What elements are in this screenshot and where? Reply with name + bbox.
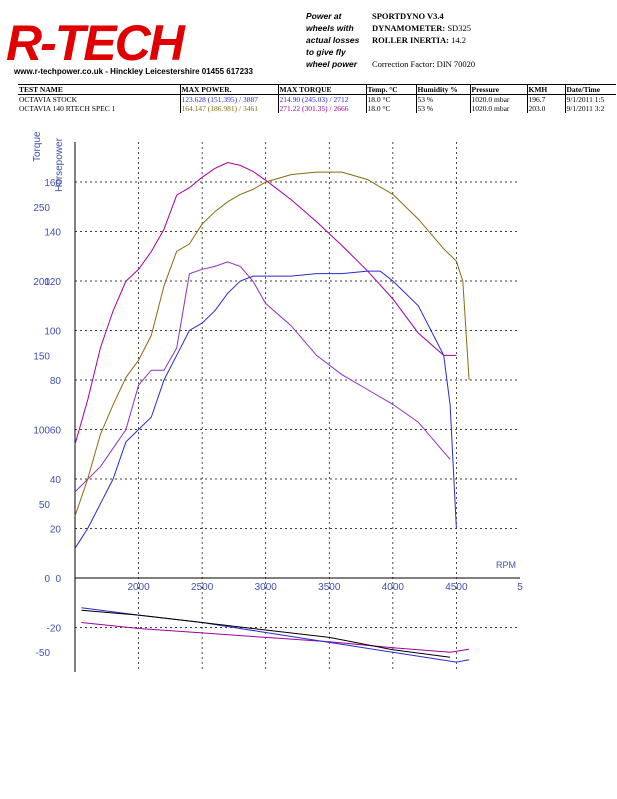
column-header: MAX POWER. — [179, 84, 278, 95]
software-version: SPORTDYNO V3.4 — [372, 11, 444, 21]
hp-tick-label: 120 — [44, 277, 61, 288]
rtech-logo: R-TECH — [6, 15, 185, 71]
x-tick-label: 2500 — [191, 582, 214, 593]
slogan-line: wheel power — [306, 59, 358, 69]
datetime-cell: 9/1/2011 3:2 — [564, 104, 616, 113]
test-name-cell: OCTAVIA STOCK — [19, 95, 78, 104]
loss-curve — [81, 609, 451, 658]
results-table: TEST NAME MAX POWER. MAX TORQUE Temp. °C… — [18, 84, 616, 113]
table-header-row: TEST NAME MAX POWER. MAX TORQUE Temp. °C… — [18, 84, 616, 95]
x-tick-label: 2000 — [127, 582, 150, 593]
hp-tick-label: 0 — [55, 574, 61, 585]
torque-curve — [74, 161, 457, 445]
humidity-cell: 53 % — [415, 94, 470, 104]
max-power-cell: 123.628 (151.395) / 3887 — [179, 94, 278, 104]
inertia-value: 14.2 — [451, 35, 466, 45]
column-header: MAX TORQUE — [277, 84, 366, 95]
kmh-cell: 196.7 — [526, 94, 565, 104]
torque-tick-label: 200 — [33, 277, 50, 288]
hp-tick-label: 40 — [50, 475, 62, 486]
torque-tick-label: 250 — [33, 203, 50, 214]
loss-curve — [81, 607, 470, 663]
x-tick-label: 3500 — [318, 582, 341, 593]
torque-tick-label: 150 — [33, 351, 50, 362]
datetime-cell: 9/1/2011 1:5 — [564, 94, 616, 104]
dynamometer-label: DYNAMOMETER: — [372, 23, 446, 33]
pressure-cell: 1020.0 mbar — [469, 94, 527, 104]
table-row: OCTAVIA STOCK 123.628 (151.395) / 3887 2… — [18, 94, 616, 104]
temp-cell: 18.0 °C — [365, 94, 416, 104]
column-header: Pressure — [469, 84, 527, 95]
hp-tick-label: 100 — [44, 327, 61, 338]
horsepower-axis-label: Horsepower — [54, 137, 65, 192]
table-row: OCTAVIA 140 RTECH SPEC 1 164.147 (186.98… — [18, 104, 616, 113]
slogan-line: actual losses — [306, 35, 360, 45]
slogan-line: to give fly — [306, 47, 346, 57]
power-slogan: Power at wheels with actual losses to gi… — [306, 10, 368, 70]
torque-tick-label: 0 — [44, 574, 50, 585]
slogan-line: wheels with — [306, 23, 354, 33]
power-curve — [74, 171, 470, 517]
column-header: Humidity % — [415, 84, 470, 95]
correction-factor: Correction Factor: DIN 70020 — [372, 59, 476, 69]
column-header: KMH — [526, 84, 565, 95]
hp-tick-label: 20 — [50, 525, 62, 536]
x-tick-label: 4000 — [382, 582, 405, 593]
humidity-cell: 53 % — [415, 104, 470, 113]
pressure-cell: 1020.0 mbar — [469, 104, 527, 113]
power-curve — [74, 270, 457, 549]
torque-curve — [74, 261, 451, 493]
dyno-info: SPORTDYNO V3.4 DYNAMOMETER: SD325 ROLLER… — [372, 10, 475, 70]
torque-tick-label: -50 — [36, 648, 51, 659]
temp-cell: 18.0 °C — [365, 104, 416, 113]
hp-tick-label: -20 — [47, 624, 62, 635]
x-tick-label: 5 — [517, 582, 523, 593]
hp-tick-label: 60 — [50, 426, 62, 437]
hp-tick-label: 140 — [44, 228, 61, 239]
torque-axis-label: Torque — [32, 131, 43, 162]
column-header: Temp. °C — [365, 84, 416, 95]
torque-tick-label: 100 — [33, 426, 50, 437]
loss-curve — [81, 622, 470, 653]
x-tick-label: 3000 — [255, 582, 278, 593]
test-name-cell: OCTAVIA 140 RTECH SPEC 1 — [19, 104, 116, 113]
torque-tick-label: 50 — [39, 500, 51, 511]
slogan-line: Power at — [306, 11, 342, 21]
company-tagline: www.r-techpower.co.uk - Hinckley Leicest… — [14, 67, 253, 76]
x-tick-label: 4500 — [445, 582, 468, 593]
x-axis-label: RPM — [496, 560, 516, 570]
hp-tick-label: 80 — [50, 376, 62, 387]
inertia-label: ROLLER INERTIA: — [372, 35, 449, 45]
dynamometer-value: SD325 — [447, 23, 471, 33]
kmh-cell: 203.0 — [526, 104, 565, 113]
column-header: TEST NAME — [18, 84, 180, 95]
max-torque-cell: 214.90 (245.03) / 2712 — [277, 94, 366, 104]
max-torque-cell: 271.22 (301.35) / 2666 — [277, 104, 366, 113]
column-header: Date/Time — [564, 84, 616, 95]
max-power-cell: 164.147 (186.981) / 3461 — [179, 104, 278, 113]
hp-tick-label: 160 — [44, 178, 61, 189]
